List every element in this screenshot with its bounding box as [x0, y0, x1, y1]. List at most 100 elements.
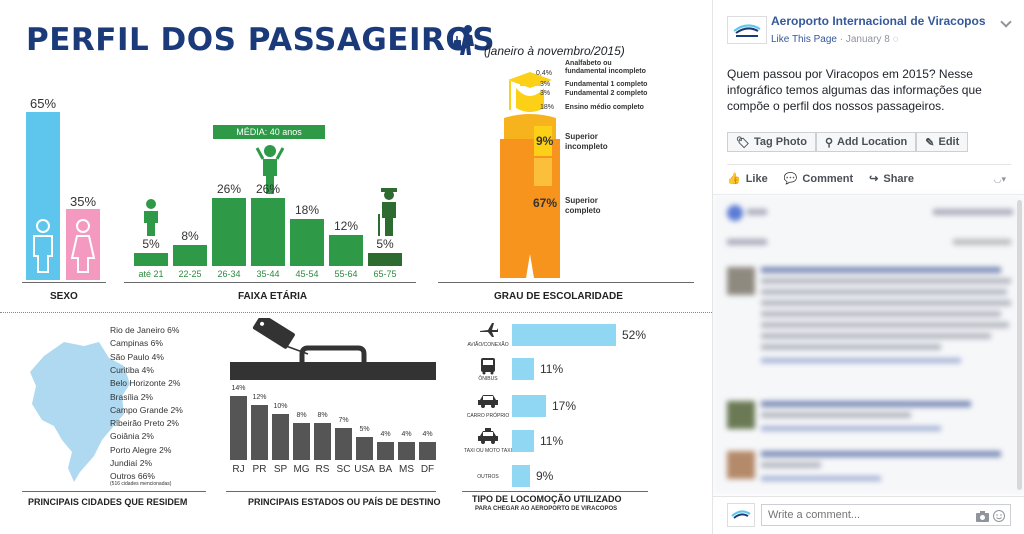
escolaridade-label-4: Superior incompleto — [565, 132, 608, 151]
post-meta: Like This Page · January 8 ◌ — [771, 34, 899, 45]
audience-selector-icon[interactable]: ◡▾ — [993, 174, 1006, 184]
cidade-item-11: Outros 66% — [110, 471, 155, 482]
graduate-figure-icon — [500, 72, 560, 278]
locomocao-bar-4 — [512, 465, 530, 487]
infographic-subtitle: (janeiro à novembro/2015) — [484, 44, 625, 58]
escolaridade-label-1: Fundamental 1 completo — [565, 81, 648, 88]
escolaridade-label-5: Superior completo — [565, 196, 601, 215]
faixa-pct-2: 26% — [216, 182, 242, 196]
viracopos-logo-small-icon — [731, 510, 751, 519]
elderly-figure-icon — [378, 188, 397, 236]
tag-photo-button[interactable]: 🏷 Tag Photo — [727, 132, 816, 152]
share-button[interactable]: ↪ Share — [869, 172, 914, 186]
escolaridade-label-3: Ensino médio completo — [565, 104, 644, 111]
sexo-male-bar — [26, 112, 60, 280]
locomocao-label-4: OUTROS — [477, 474, 499, 480]
estado-bar-0 — [230, 396, 247, 460]
female-figure-icon — [70, 219, 96, 273]
share-icon: ↪ — [869, 173, 879, 185]
add-location-label: Add Location — [837, 136, 908, 148]
estados-header: PRINCIPAIS ESTADOS OU PAÍS DE DESTINO — [248, 497, 441, 507]
edit-label: Edit — [938, 136, 960, 148]
viracopos-logo[interactable] — [727, 16, 767, 44]
estado-pct-9: 4% — [422, 431, 433, 438]
cidade-item-4: Belo Horizonte 2% — [110, 378, 181, 389]
comment-label: Comment — [802, 172, 854, 185]
estado-label-4: RS — [315, 464, 330, 475]
locomocao-label-0: AVIÃO/CONEXÃO — [467, 342, 509, 348]
globe-icon: ◌ — [892, 34, 899, 45]
locomocao-pct-1: 11% — [540, 362, 564, 376]
infographic-title: PERFIL DOS PASSAGEIROS — [26, 22, 496, 58]
post-date[interactable]: January 8 — [845, 34, 890, 45]
escolaridade-pct-5: 67% — [533, 196, 558, 210]
photo-toolbar: 🏷 Tag Photo ⚲ Add Location ✎ Edit — [727, 132, 969, 152]
cidades-note: (516 cidades mencionadas) — [110, 481, 172, 487]
like-page-link[interactable]: Like This Page — [771, 34, 837, 45]
add-location-button[interactable]: ⚲ Add Location — [815, 132, 917, 152]
estado-pct-8: 4% — [401, 431, 412, 438]
faixa-bar-4 — [290, 219, 324, 266]
escolaridade-pct-2: 3% — [540, 90, 551, 97]
page-name-link[interactable]: Aeroporto Internacional de Viracopos — [771, 14, 986, 28]
like-button[interactable]: 👍 Like — [727, 172, 768, 186]
locomocao-bar-2 — [512, 395, 546, 417]
edit-button[interactable]: ✎ Edit — [916, 132, 969, 152]
post-text: Quem passou por Viracopos em 2015? Nesse… — [727, 67, 982, 113]
estado-bar-6 — [356, 437, 373, 460]
escolaridade-header: GRAU DE ESCOLARIDADE — [494, 291, 623, 302]
escolaridade-pct-1: 3% — [540, 81, 551, 88]
faixa-label-4: 45-54 — [295, 269, 319, 279]
airplane-icon — [480, 323, 498, 337]
faixa-label-5: 55-64 — [334, 269, 358, 279]
locomocao-bar-3 — [512, 430, 534, 452]
suitcase-icon — [230, 318, 436, 380]
camera-icon[interactable] — [976, 509, 989, 527]
estado-pct-5: 7% — [338, 417, 349, 424]
escolaridade-label-0: Analfabeto ou fundamental incompleto — [565, 60, 646, 75]
comments-section-blurred — [713, 195, 1024, 495]
post-options-chevron-icon[interactable] — [1000, 16, 1012, 28]
traveler-icon — [454, 25, 474, 55]
thumbs-up-icon: 👍 — [727, 173, 741, 185]
estado-label-3: MG — [293, 464, 310, 475]
cidade-item-7: Ribeirão Preto 2% — [110, 418, 179, 429]
locomocao-bar-0 — [512, 324, 616, 346]
estado-label-9: DF — [420, 464, 435, 475]
faixa-pct-4: 18% — [294, 203, 320, 217]
estado-bar-5 — [335, 428, 352, 460]
faixa-bar-2 — [212, 198, 246, 266]
faixa-label-2: 26-34 — [217, 269, 241, 279]
write-comment-bar — [713, 496, 1024, 534]
comments-scrollbar[interactable] — [1017, 200, 1022, 490]
cidade-item-2: São Paulo 4% — [110, 351, 164, 362]
faixa-bar-6 — [368, 253, 402, 266]
cidade-item-0: Rio de Janeiro 6% — [110, 325, 180, 335]
faixa-bar-3 — [251, 198, 285, 266]
brazil-map-icon — [30, 342, 130, 482]
cidade-item-8: Goiânia 2% — [110, 431, 154, 442]
comment-button[interactable]: 💬 Comment — [784, 172, 854, 186]
sexo-header: SEXO — [50, 291, 78, 302]
tag-icon: 🏷 — [736, 136, 750, 149]
faixa-header: FAIXA ETÁRIA — [238, 291, 308, 302]
estado-bar-7 — [377, 442, 394, 460]
locomocao-pct-0: 52% — [622, 328, 647, 342]
estado-pct-1: 12% — [252, 394, 267, 401]
locomocao-label-3: TAXI OU MOTO TAXI — [464, 448, 512, 454]
escolaridade-label-2: Fundamental 2 completo — [565, 90, 648, 97]
cidade-item-3: Curitiba 4% — [110, 364, 154, 375]
post-actions: 👍 Like 💬 Comment ↪ Share — [727, 172, 914, 186]
emoji-icon[interactable] — [993, 509, 1005, 527]
comment-input[interactable] — [761, 504, 1011, 526]
estado-bar-1 — [251, 405, 268, 460]
cidade-item-1: Campinas 6% — [110, 338, 163, 349]
faixa-pct-1: 8% — [181, 229, 199, 243]
commenter-avatar — [727, 503, 755, 527]
estado-pct-7: 4% — [380, 431, 391, 438]
locomocao-bar-1 — [512, 358, 534, 380]
faixa-pct-5: 12% — [333, 219, 359, 233]
faixa-label-6: 65-75 — [373, 269, 397, 279]
faixa-pct-6: 5% — [376, 237, 394, 251]
cidades-header: PRINCIPAIS CIDADES QUE RESIDEM — [28, 497, 188, 507]
